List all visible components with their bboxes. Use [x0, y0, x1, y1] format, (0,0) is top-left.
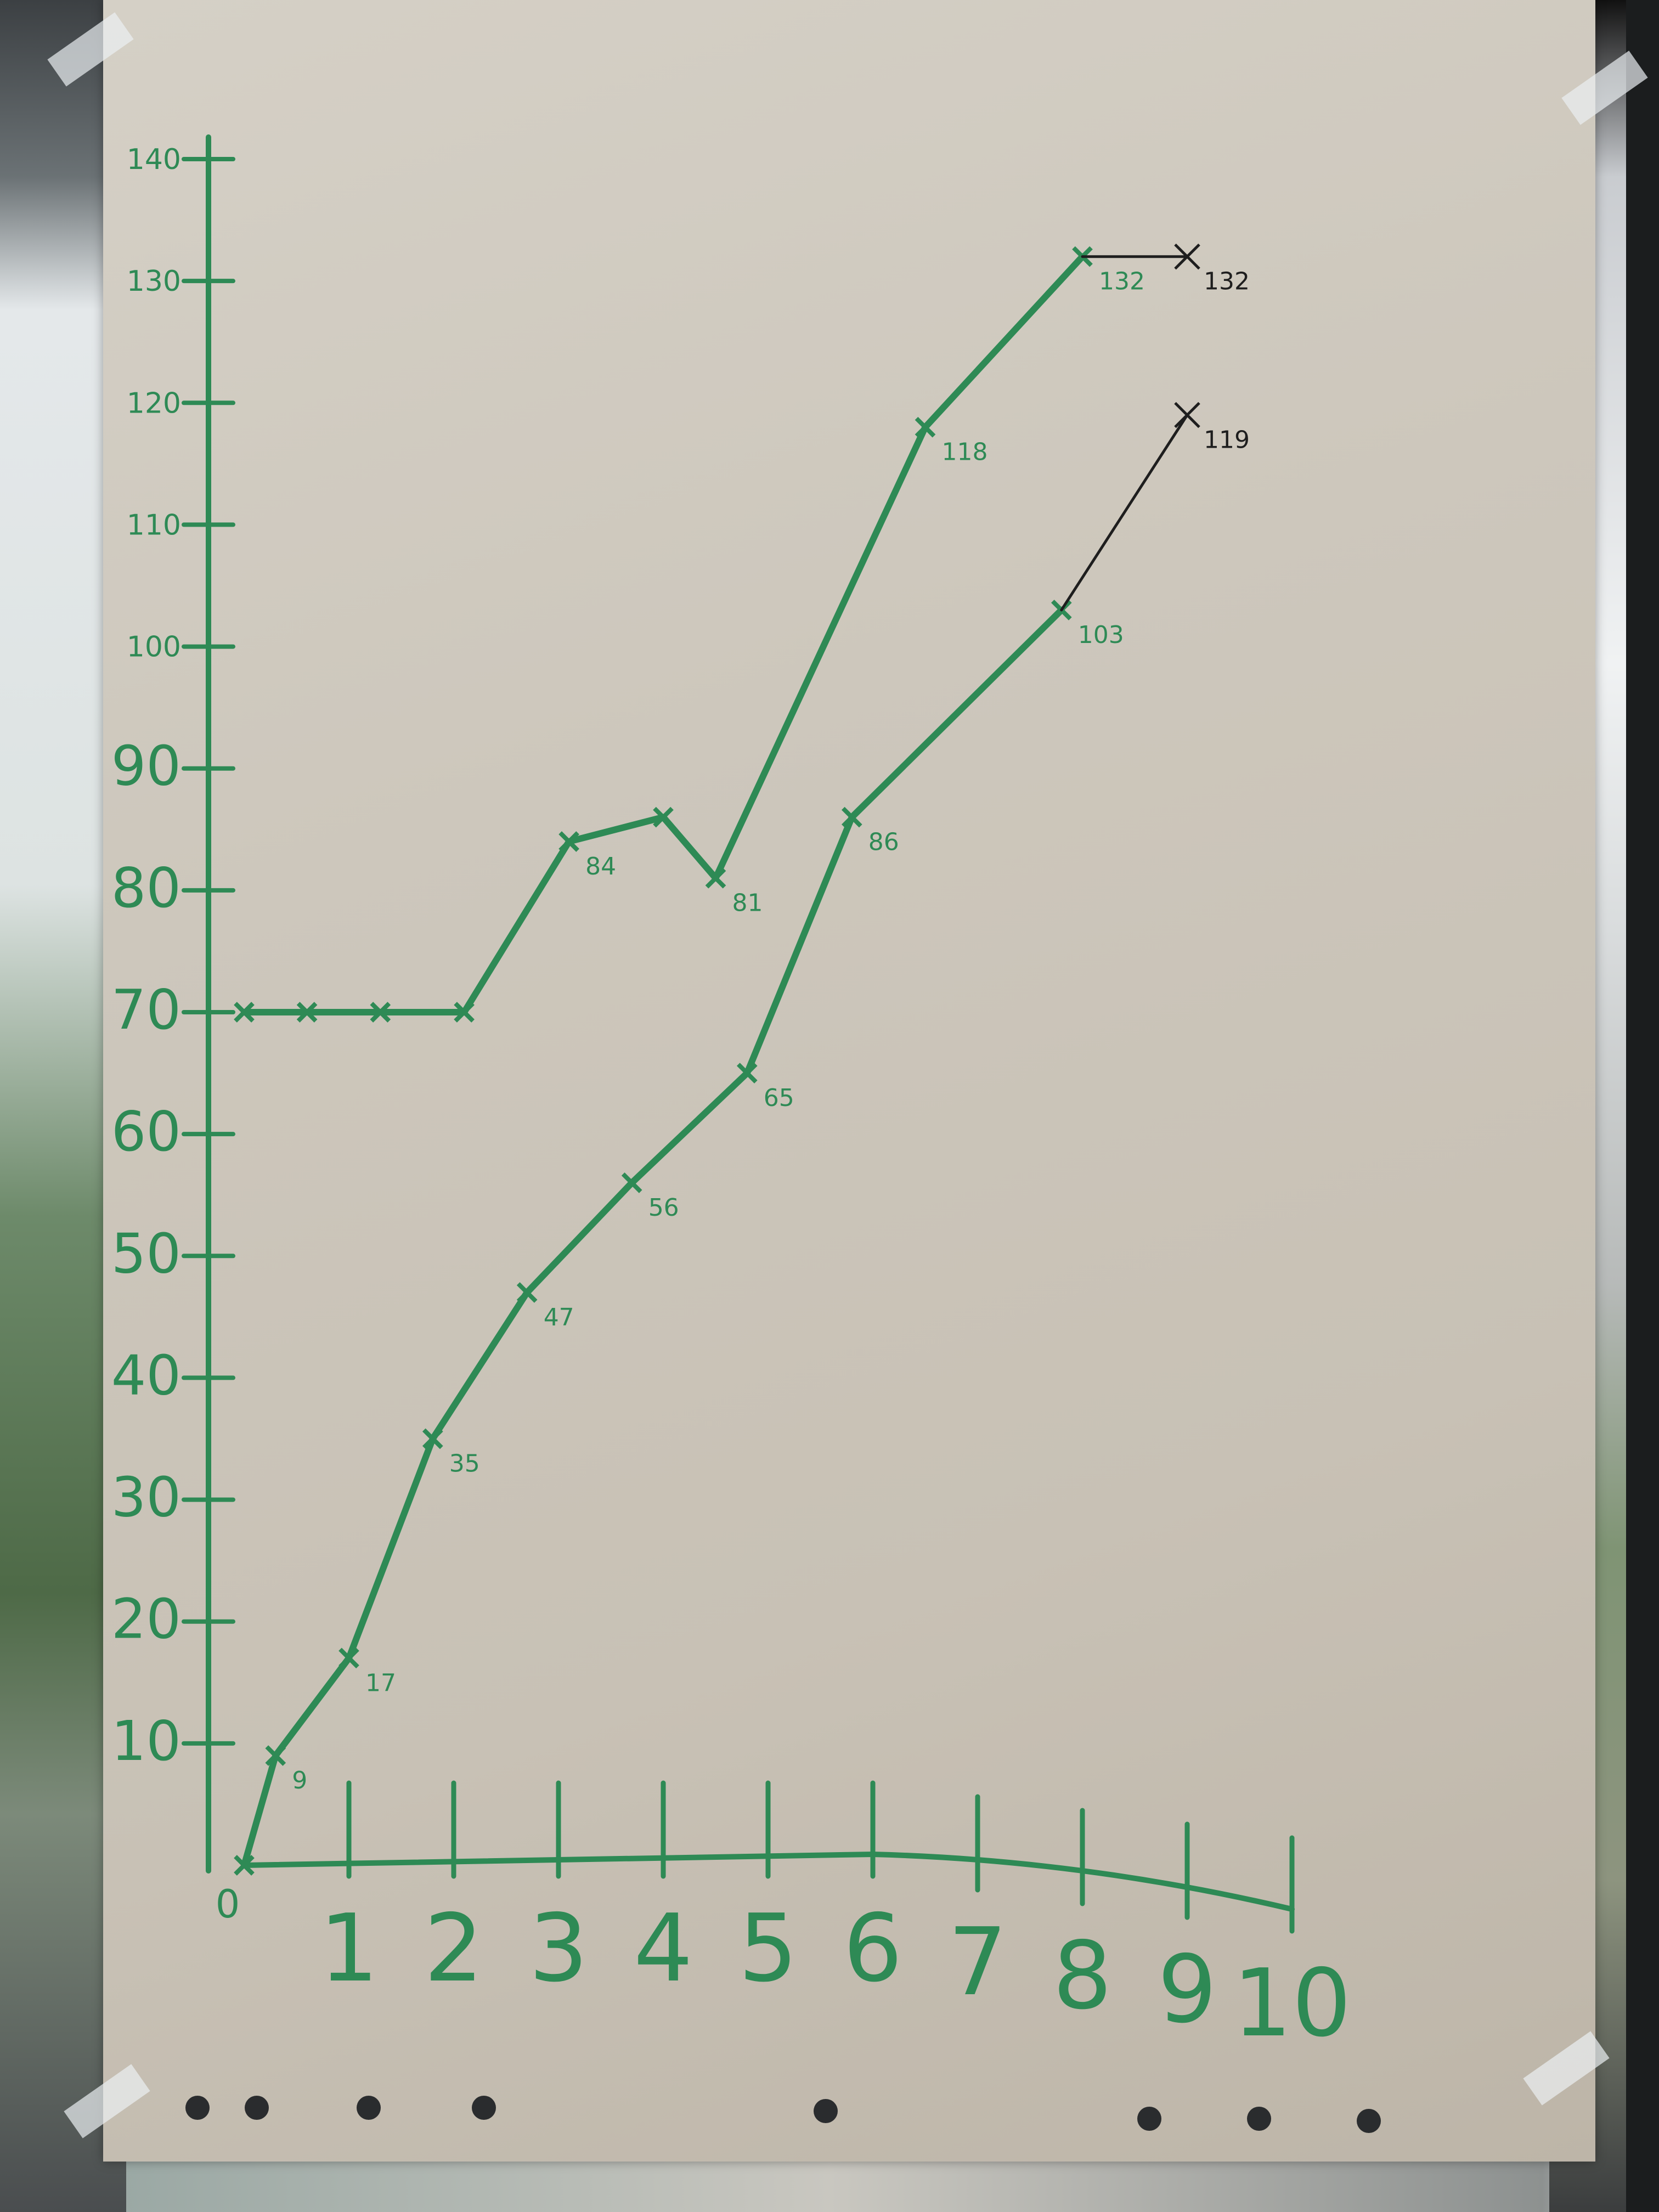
data-point-label: 118	[942, 438, 988, 466]
y-tick-label: 60	[111, 1099, 181, 1164]
data-point-marker	[705, 867, 726, 889]
series-line	[241, 253, 1086, 1015]
data-point-marker	[516, 1282, 538, 1303]
chart-labels: 84 81 118 132 132 9 17 35 47 56 65 86 103 119	[292, 268, 1250, 1795]
series-line	[1060, 414, 1189, 612]
data-point-marker	[621, 1172, 642, 1193]
data-point-label: 132	[1204, 268, 1250, 296]
data-point-label: 86	[868, 828, 899, 856]
data-point-marker	[1174, 402, 1200, 428]
y-tick-label: 50	[111, 1221, 181, 1285]
data-point-marker	[736, 1063, 758, 1084]
data-point-label: 35	[449, 1450, 480, 1478]
data-point-marker	[915, 416, 936, 438]
data-point-marker	[296, 1002, 318, 1023]
x-tick-label: 3	[529, 1894, 588, 2003]
data-point-marker	[653, 806, 674, 828]
data-point-label: 65	[764, 1084, 794, 1112]
x-tick-label: 7	[948, 1908, 1007, 2017]
data-point-marker	[1174, 243, 1200, 270]
y-tick-label: 70	[111, 978, 181, 1042]
flip-chart-paper	[103, 0, 1595, 2162]
y-tick-label: 30	[111, 1465, 181, 1530]
x-tick-label: 4	[634, 1894, 693, 2003]
y-tick-label: 130	[127, 265, 181, 298]
y-tick-label: 110	[127, 509, 181, 541]
data-point-label: 84	[585, 853, 616, 881]
chart-series	[234, 243, 1200, 1876]
data-point-label: 132	[1099, 268, 1145, 296]
data-point-marker	[265, 1745, 286, 1766]
y-tick-label: 10	[111, 1709, 181, 1773]
y-tick-label: 20	[111, 1587, 181, 1651]
y-tick-label: 80	[111, 856, 181, 920]
data-point-marker	[454, 1002, 475, 1023]
x-axis-line	[241, 1851, 1295, 1912]
x-tick-label: 5	[738, 1894, 798, 2003]
data-point-label: 119	[1204, 426, 1250, 454]
data-point-label: 17	[365, 1669, 396, 1697]
data-point-marker	[558, 831, 579, 852]
data-point-marker	[841, 806, 862, 828]
y-tick-label: 120	[127, 387, 181, 420]
y-tick-label: 40	[111, 1343, 181, 1407]
x-tick-label: 9	[1158, 1936, 1217, 2044]
data-point-label: 9	[292, 1767, 307, 1795]
data-point-marker	[234, 1855, 255, 1876]
data-point-label: 56	[648, 1194, 679, 1222]
data-point-label: 81	[732, 889, 763, 917]
y-tick-label: 90	[111, 734, 181, 798]
data-point-marker	[422, 1428, 443, 1449]
y-tick-label: 100	[127, 631, 181, 664]
chart-axes: 0 1 2 3 4 5 6 7 8 9 101020304050607080901001101201…	[111, 134, 1351, 2058]
x-tick-label: 1	[319, 1894, 379, 2003]
data-point-marker	[370, 1002, 391, 1023]
data-point-label: 47	[544, 1304, 574, 1331]
x-tick-label: 6	[843, 1894, 902, 2003]
x-tick-label: 2	[424, 1894, 483, 2003]
y-tick-label: 140	[127, 143, 181, 176]
data-point-marker	[338, 1647, 359, 1669]
x-tick-label: 10	[1233, 1949, 1351, 2058]
punch-holes	[185, 2096, 1381, 2133]
data-point-label: 103	[1078, 621, 1124, 649]
data-point-marker	[234, 1002, 255, 1023]
x-tick-label: 0	[216, 1882, 240, 1927]
x-tick-label: 8	[1053, 1922, 1112, 2030]
